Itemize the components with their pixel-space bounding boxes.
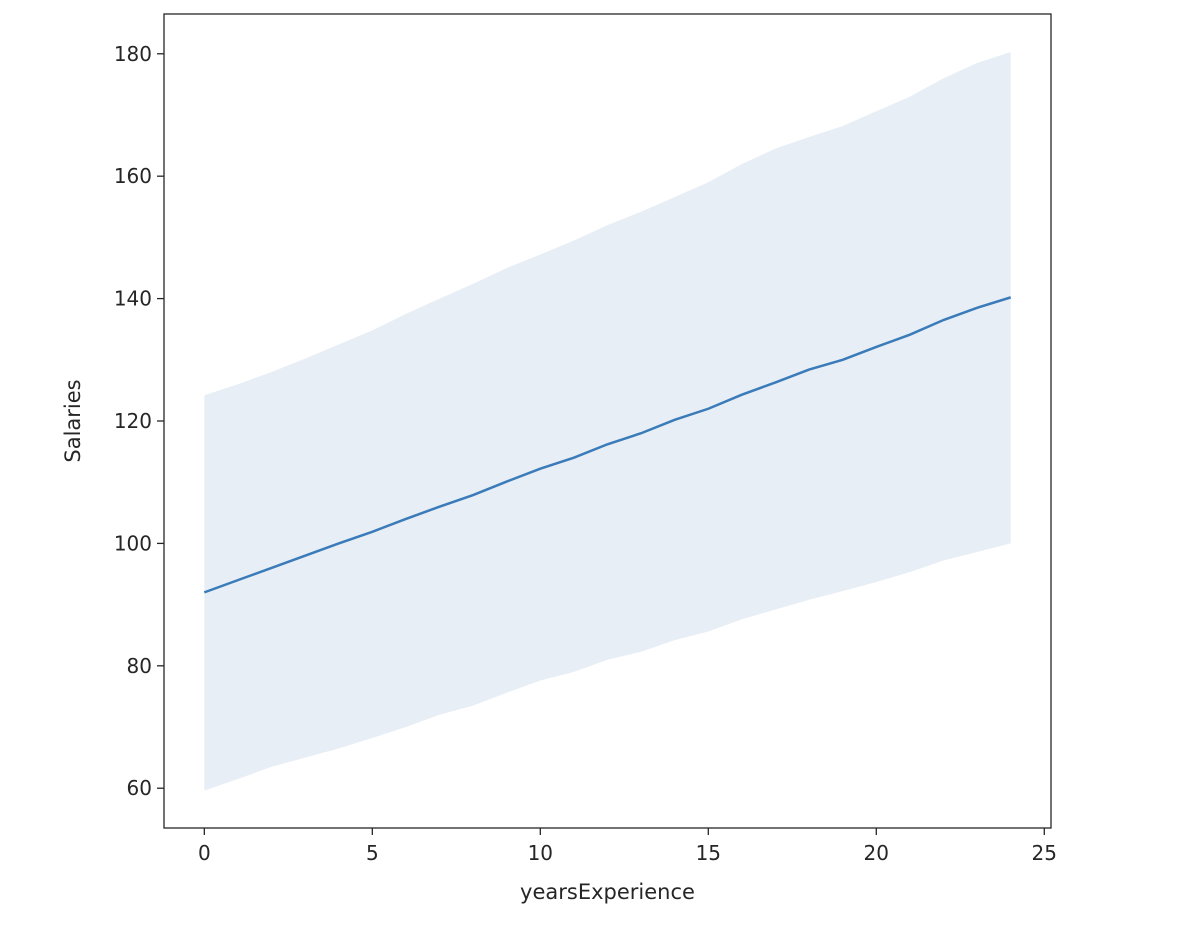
y-axis-ticks: 60 80 100 120 140 160 180	[114, 42, 164, 800]
x-tick-label: 0	[198, 841, 211, 865]
x-tick-label: 15	[696, 841, 721, 865]
y-tick-label: 100	[114, 531, 152, 555]
x-axis-ticks: 0 5 10 15 20 25	[198, 828, 1057, 865]
y-tick-label: 180	[114, 42, 152, 66]
series-line	[203, 296, 1012, 594]
plot-frame	[163, 13, 1052, 829]
x-tick-label: 20	[864, 841, 889, 865]
y-tick-label: 160	[114, 164, 152, 188]
x-axis-label: yearsExperience	[520, 880, 695, 904]
confidence-band	[204, 51, 1011, 791]
y-axis-label: Salaries	[61, 379, 85, 462]
y-tick-label: 60	[127, 776, 152, 800]
x-tick-label: 5	[366, 841, 379, 865]
x-tick-label: 25	[1032, 841, 1057, 865]
y-tick-label: 140	[114, 287, 152, 311]
x-tick-label: 10	[528, 841, 553, 865]
plot-area	[203, 51, 1012, 791]
y-tick-label: 80	[127, 654, 152, 678]
y-tick-label: 120	[114, 409, 152, 433]
